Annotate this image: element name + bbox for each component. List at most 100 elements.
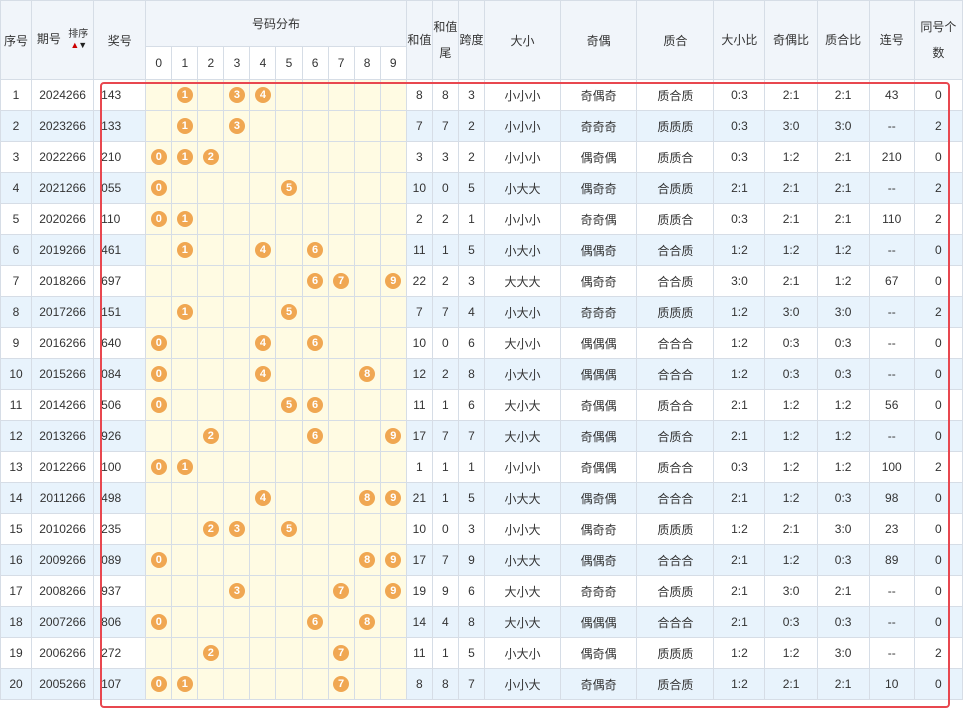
cell-prime-ratio: 1:2: [816, 451, 870, 483]
cell-winning-number: 506: [93, 389, 147, 421]
digit-ball: 2: [202, 521, 219, 537]
cell-digit-6: [301, 141, 329, 173]
cell-digit-7: [327, 172, 355, 204]
cell-digit-1: [171, 420, 199, 452]
cell-sum: 1: [405, 451, 433, 483]
header-period[interactable]: 期号 排序 ▲▼: [31, 0, 95, 80]
cell-sum: 21: [405, 482, 433, 514]
cell-digit-9: [379, 389, 407, 421]
cell-digit-1: 1: [171, 141, 199, 173]
cell-digit-6: 6: [301, 606, 329, 638]
cell-size: 小大小: [483, 234, 562, 266]
sort-up-icon: ▲: [70, 40, 79, 50]
cell-sum: 8: [405, 79, 433, 111]
cell-period: 2006266: [31, 637, 95, 669]
cell-digit-5: [275, 420, 303, 452]
cell-index: 6: [0, 234, 33, 266]
cell-consecutive: --: [868, 234, 915, 266]
cell-sum-tail: 2: [431, 358, 459, 390]
cell-winning-number: 937: [93, 575, 147, 607]
cell-digit-1: [171, 544, 199, 576]
table-row: 10 2015266 084 0 4 8 12 2 8 小大小 偶偶偶 合合合 1:2 0:3 0:3 -- 0: [0, 358, 963, 390]
digit-ball: 9: [385, 273, 402, 289]
digit-ball: 6: [307, 614, 324, 630]
sort-down-icon: ▼: [78, 40, 87, 50]
cell-digit-9: [379, 110, 407, 142]
cell-digit-6: [301, 296, 329, 328]
cell-same-count: 0: [913, 79, 963, 111]
digit-ball: 5: [281, 304, 297, 320]
cell-digit-0: [145, 482, 173, 514]
cell-digit-4: [249, 141, 277, 173]
sort-control[interactable]: 排序 ▲▼: [68, 30, 88, 51]
cell-digit-9: [379, 234, 407, 266]
cell-sum-tail: 1: [431, 482, 459, 514]
cell-size-ratio: 2:1: [713, 389, 766, 421]
digit-ball: 0: [150, 211, 167, 227]
cell-period: 2005266: [31, 668, 95, 700]
cell-index: 4: [0, 172, 33, 204]
cell-digit-0: 0: [145, 172, 173, 204]
cell-digit-3: [223, 296, 251, 328]
cell-size: 小小小: [483, 203, 562, 235]
cell-parity-ratio: 1:2: [764, 544, 818, 576]
cell-digit-2: [197, 482, 225, 514]
cell-consecutive: 23: [868, 513, 915, 545]
cell-sum-tail: 1: [431, 451, 459, 483]
cell-digit-9: 9: [379, 420, 407, 452]
cell-digit-9: [379, 141, 407, 173]
cell-period: 2020266: [31, 203, 95, 235]
cell-index: 2: [0, 110, 33, 142]
trend-table: 序号 期号 排序 ▲▼ 奖号 号码分布 和值 和值尾 跨度 大小 奇偶 质合 大…: [0, 0, 963, 700]
digit-ball: 2: [202, 645, 219, 661]
digit-ball: 5: [281, 521, 297, 537]
cell-digit-6: [301, 668, 329, 700]
cell-index: 8: [0, 296, 33, 328]
cell-size: 小小小: [483, 141, 562, 173]
cell-digit-2: [197, 451, 225, 483]
cell-digit-6: [301, 637, 329, 669]
cell-digit-4: [249, 668, 277, 700]
cell-same-count: 2: [913, 110, 963, 142]
cell-consecutive: --: [868, 296, 915, 328]
cell-consecutive: 98: [868, 482, 915, 514]
cell-period: 2024266: [31, 79, 95, 111]
cell-digit-5: [275, 327, 303, 359]
table-row: 1 2024266 143 1 3 4 8 8 3 小小小 奇偶奇 质合质 0:3 2:1 2:1 43 0: [0, 79, 963, 111]
cell-size-ratio: 1:2: [713, 358, 766, 390]
cell-index: 14: [0, 482, 33, 514]
cell-sum-tail: 7: [431, 296, 459, 328]
cell-span: 5: [457, 172, 485, 204]
cell-size-ratio: 1:2: [713, 513, 766, 545]
cell-same-count: 2: [913, 637, 963, 669]
digit-ball: 3: [228, 118, 245, 134]
cell-digit-1: 1: [171, 203, 199, 235]
cell-parity-ratio: 0:3: [764, 358, 818, 390]
cell-index: 9: [0, 327, 33, 359]
cell-span: 2: [457, 110, 485, 142]
cell-same-count: 0: [913, 141, 963, 173]
cell-index: 16: [0, 544, 33, 576]
cell-size: 小小大: [483, 513, 562, 545]
cell-period: 2016266: [31, 327, 95, 359]
cell-digit-2: [197, 234, 225, 266]
cell-prime: 合质质: [636, 172, 715, 204]
header-parity-ratio: 奇偶比: [764, 0, 818, 80]
cell-prime: 质质合: [636, 203, 715, 235]
cell-parity-ratio: 1:2: [764, 420, 818, 452]
digit-ball: 0: [150, 676, 167, 692]
table-row: 3 2022266 210 0 1 2 3 3 2 小小小 偶奇偶 质质合 0:3 1:2 2:1 210 0: [0, 141, 963, 173]
cell-prime-ratio: 0:3: [816, 544, 870, 576]
header-digit-3: 3: [223, 46, 251, 80]
cell-span: 7: [457, 420, 485, 452]
cell-digit-3: [223, 389, 251, 421]
digit-ball: 7: [333, 583, 350, 599]
cell-digit-9: [379, 79, 407, 111]
header-period-label: 期号: [36, 32, 61, 46]
cell-digit-7: [327, 141, 355, 173]
cell-digit-1: 1: [171, 79, 199, 111]
cell-span: 5: [457, 234, 485, 266]
digit-ball: 2: [202, 149, 219, 165]
header-digit-7: 7: [327, 46, 355, 80]
cell-parity-ratio: 1:2: [764, 637, 818, 669]
